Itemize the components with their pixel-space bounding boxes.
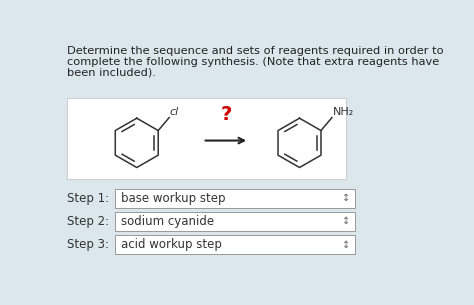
Text: Step 3:: Step 3:	[67, 238, 109, 251]
Text: been included).: been included).	[67, 67, 156, 77]
Text: ?: ?	[220, 105, 232, 124]
Text: acid workup step: acid workup step	[121, 238, 222, 251]
Bar	[115, 212, 356, 231]
Text: base workup step: base workup step	[121, 192, 226, 205]
Bar	[115, 189, 356, 207]
Text: NH₂: NH₂	[333, 107, 354, 117]
Text: cl: cl	[170, 107, 179, 117]
Text: Step 2:: Step 2:	[67, 215, 109, 228]
Bar	[115, 235, 356, 254]
Text: ↕: ↕	[342, 193, 350, 203]
Text: sodium cyanide: sodium cyanide	[121, 215, 214, 228]
Text: ↕: ↕	[342, 239, 350, 249]
Text: Step 1:: Step 1:	[67, 192, 109, 205]
Bar	[67, 98, 346, 179]
Text: Determine the sequence and sets of reagents required in order to: Determine the sequence and sets of reage…	[67, 46, 444, 56]
Text: ↕: ↕	[342, 217, 350, 226]
Text: complete the following synthesis. (Note that extra reagents have: complete the following synthesis. (Note …	[67, 57, 439, 66]
